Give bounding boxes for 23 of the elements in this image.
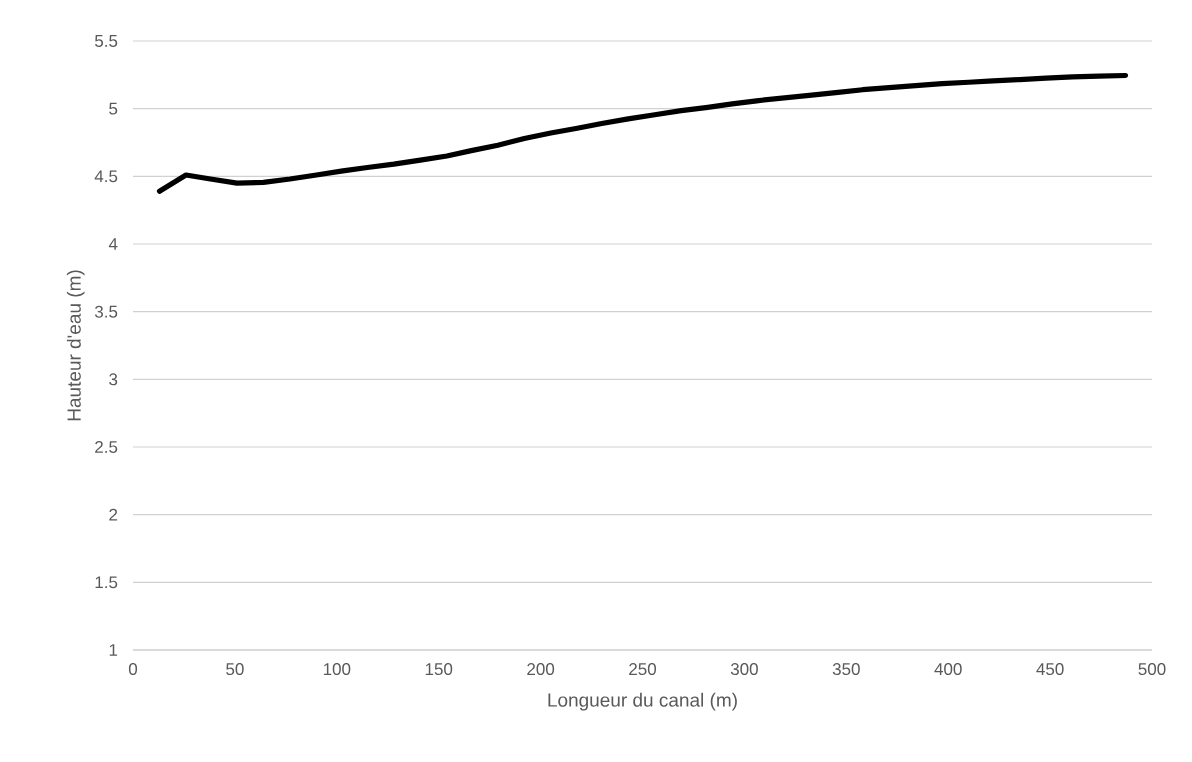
y-tick-label: 1.5	[95, 576, 118, 589]
y-tick-label: 3.5	[94, 305, 118, 318]
y-tick-label: 4	[108, 238, 118, 250]
y-tick-label: 3	[109, 373, 118, 386]
y-tick-label: 1	[109, 644, 118, 656]
x-tick-label: 350	[832, 663, 860, 676]
x-tick-label: 0	[128, 663, 138, 676]
x-axis-title: Longueur du canal (m)	[548, 692, 737, 711]
y-tick-label: 2.5	[95, 441, 118, 454]
x-tick-label: 300	[730, 663, 758, 676]
y-axis-title: Hauteur d'eau (m)	[66, 270, 85, 421]
x-tick-label: 450	[1036, 663, 1064, 676]
x-tick-label: 250	[629, 663, 657, 676]
y-tick-label: 2	[109, 508, 118, 521]
x-tick-label: 200	[527, 663, 555, 676]
y-tick-label: 4.5	[94, 170, 118, 183]
x-tick-label: 150	[425, 663, 453, 676]
x-tick-label: 100	[323, 663, 351, 676]
x-tick-label: 400	[934, 663, 962, 676]
x-tick-label: 50	[226, 663, 244, 676]
x-tick-label: 500	[1138, 663, 1166, 676]
y-tick-label: 5	[109, 102, 118, 115]
y-tick-label: 5.5	[95, 35, 118, 47]
